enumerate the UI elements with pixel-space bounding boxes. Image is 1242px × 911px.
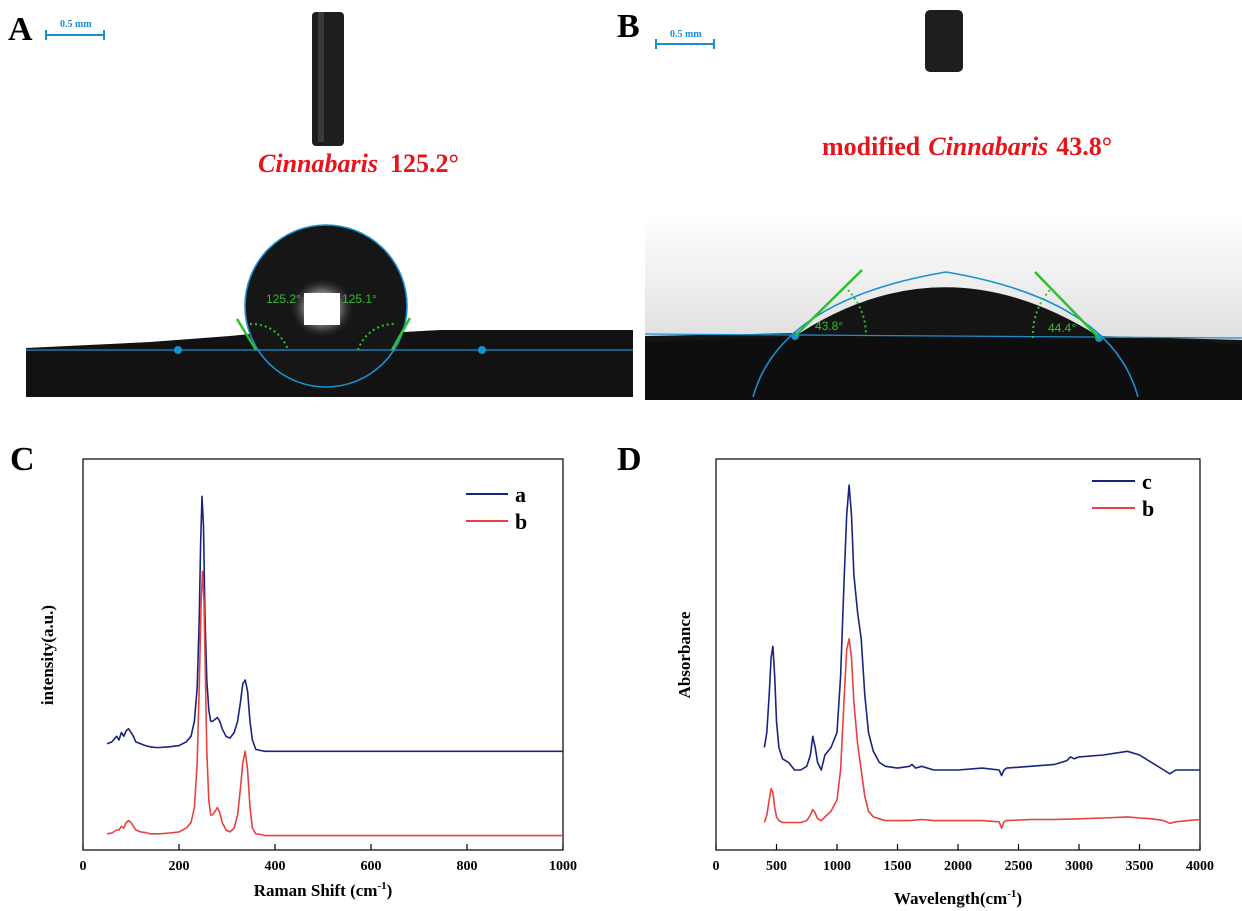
scale-bar-b: 0.5 mm [655,29,715,49]
chart-d-xtick-label: 0 [713,859,720,874]
needle-a [312,12,344,146]
caption-b-angle: 43.8° [1056,132,1112,161]
chart-d-xticks: 0 500 1000 1500 2000 2500 3000 3500 4000 [713,844,1214,874]
chart-d-xtick-label: 3000 [1065,859,1093,874]
legend-c-label-b: b [515,509,527,534]
chart-d-series-b-line [763,637,1201,829]
chart-d-xtick-label: 3500 [1126,859,1154,874]
chart-d-xtick-label: 2000 [944,859,972,874]
panel-a: A 0.5 mm Cinnabaris 125.2° 125.2° [8,11,633,397]
legend-d-label-b: b [1142,496,1154,521]
chart-d-series-c-line [763,484,1200,777]
chart-c-series-a-line [106,495,563,753]
chart-c-xtick-label: 200 [169,859,190,874]
chart-c-xtick-label: 1000 [549,859,577,874]
chart-c-legend: a b [466,482,527,534]
angle-left-a: 125.2° [266,292,301,306]
chart-c-frame [82,458,564,851]
chart-d-ylabel: Absorbance [675,611,694,698]
chart-c-xtick-label: 800 [457,859,478,874]
angle-right-b: 44.4° [1048,321,1076,335]
chart-c-xticks: 0 200 400 600 800 1000 [80,844,577,874]
needle-b [925,10,963,72]
droplet-photo-b: 43.8° 44.4° [645,215,1242,400]
chart-d-frame [715,458,1201,851]
caption-b-italic: Cinnabaris [928,132,1048,161]
tangent-left-a [235,318,258,351]
ir-chart: D 0 500 1000 1500 2000 2500 3000 3500 4000 Wavel… [617,441,1214,908]
chart-c-xtick-label: 400 [265,859,286,874]
chart-d-series [763,484,1201,829]
angle-right-a: 125.1° [342,292,377,306]
scale-bar-a-text: 0.5 mm [60,19,92,30]
tangent-left-b [794,269,863,337]
chart-d-xtick-label: 500 [766,859,787,874]
chart-d-xtick-label: 2500 [1005,859,1033,874]
tangent-right-b [1034,271,1100,339]
chart-c-ylabel: intensity(a.u.) [38,605,57,705]
angle-left-b: 43.8° [815,319,843,333]
chart-c-xtick-label: 0 [80,859,87,874]
caption-a-angle: 125.2° [390,149,459,178]
caption-a-italic: Cinnabaris [258,149,378,178]
legend-d-label-c: c [1142,469,1152,494]
chart-d-xtick-label: 4000 [1186,859,1214,874]
chart-c-series-b-line [106,570,563,837]
chart-c-xtick-label: 600 [361,859,382,874]
chart-d-legend: c b [1092,469,1154,521]
scale-bar-a: 0.5 mm [45,19,105,40]
chart-d-xlabel: Wavelength(cm-1) [894,888,1022,908]
panel-label-a: A [8,11,33,48]
panel-label-d: D [617,441,642,478]
caption-b: modified Cinnabaris 43.8° [822,132,1112,161]
panel-b: B 0.5 mm modified Cinnabaris 43.8° 43.8° 4… [617,8,1242,400]
panel-label-c: C [10,441,35,478]
raman-chart: C 0 200 400 600 800 1000 Raman Shift (cm-1) i… [10,441,577,900]
scale-bar-b-text: 0.5 mm [670,29,702,40]
tangent-right-a [390,317,412,351]
baseline-b [645,333,1242,339]
panel-label-b: B [617,8,640,45]
legend-c-label-a: a [515,482,526,507]
chart-d-xtick-label: 1000 [823,859,851,874]
chart-c-xlabel: Raman Shift (cm-1) [254,880,393,900]
caption-a: Cinnabaris 125.2° [258,149,459,178]
caption-b-prefix: modified [822,132,921,161]
chart-c-series [106,495,563,837]
chart-d-xtick-label: 1500 [884,859,912,874]
droplet-photo-a: 125.2° 125.1° [26,200,633,397]
